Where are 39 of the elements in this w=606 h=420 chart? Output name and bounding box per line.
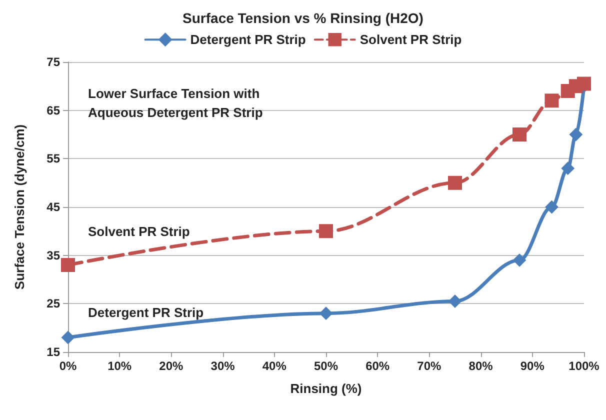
annotation: Lower Surface Tension with Aqueous Detergent PR Strip (88, 86, 263, 120)
point (561, 162, 574, 175)
x-tick-label: 60% (366, 359, 390, 373)
x-tick-label: 90% (520, 359, 545, 373)
y-tick-label: 65 (46, 103, 60, 118)
x-tick-label: 30% (210, 359, 236, 373)
x-tick-label: 80% (468, 359, 494, 373)
point (62, 331, 74, 344)
x-tick-label: 20% (159, 359, 184, 373)
point (513, 254, 526, 267)
point (448, 294, 462, 308)
y-tick-label: 15 (46, 345, 60, 359)
x-tick-label: 50% (314, 359, 338, 373)
point (577, 76, 591, 91)
y-tick-label: 55 (46, 152, 60, 166)
y-tick-label: 75 (46, 55, 60, 69)
point (61, 258, 75, 272)
y-tick-label: 25 (46, 296, 60, 311)
annotation: Solvent PR Strip (88, 224, 190, 239)
chart-title: Surface Tension vs % Rinsing (H2O) (182, 10, 424, 26)
point (319, 224, 333, 238)
point (569, 128, 582, 141)
annotation: Detergent PR Strip (88, 305, 204, 320)
legend-label: Detergent PR Strip (190, 32, 306, 48)
legend-label: Solvent PR Strip (360, 32, 462, 48)
x-axis-title: Rinsing (%) (290, 381, 362, 396)
x-tick-label: 0% (59, 359, 77, 373)
y-tick-label: 45 (46, 200, 60, 214)
point (545, 200, 558, 214)
x-tick-label: 100% (568, 359, 600, 373)
y-axis-title: Surface Tension (dyne/cm) (12, 124, 27, 290)
point (544, 94, 559, 108)
x-tick-label: 40% (262, 359, 287, 373)
x-tick-label: 70% (417, 359, 442, 373)
x-tick-label: 10% (108, 359, 132, 373)
point (320, 306, 332, 320)
y-tick-label: 35 (46, 248, 60, 262)
point (512, 128, 526, 142)
point (448, 176, 462, 190)
